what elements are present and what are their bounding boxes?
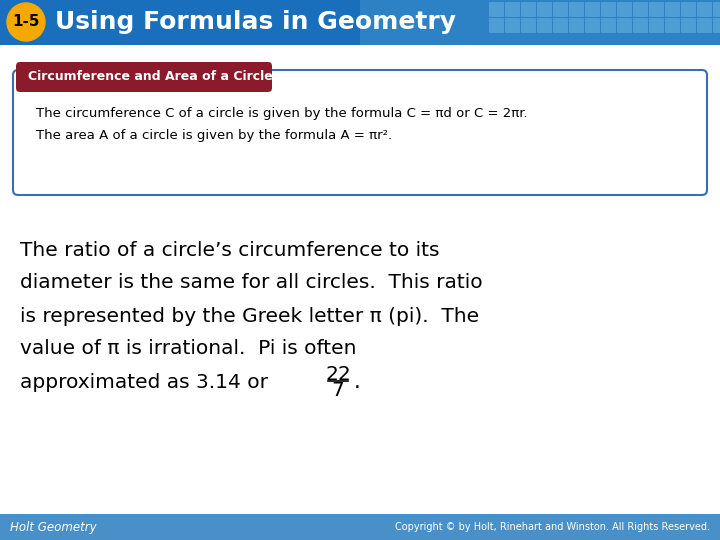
FancyBboxPatch shape (521, 2, 536, 17)
Text: Circumference and Area of a Circle: Circumference and Area of a Circle (28, 71, 273, 84)
FancyBboxPatch shape (505, 2, 520, 17)
Circle shape (7, 3, 45, 41)
FancyBboxPatch shape (697, 18, 712, 33)
Text: 7: 7 (332, 381, 344, 400)
FancyBboxPatch shape (601, 2, 616, 17)
Text: Using Formulas in Geometry: Using Formulas in Geometry (55, 10, 456, 34)
FancyBboxPatch shape (505, 18, 520, 33)
Text: is represented by the Greek letter π (pi).  The: is represented by the Greek letter π (pi… (20, 307, 479, 326)
Text: diameter is the same for all circles.  This ratio: diameter is the same for all circles. Th… (20, 273, 482, 293)
FancyBboxPatch shape (569, 2, 584, 17)
Text: The ratio of a circle’s circumference to its: The ratio of a circle’s circumference to… (20, 240, 439, 260)
FancyBboxPatch shape (537, 2, 552, 17)
FancyBboxPatch shape (601, 18, 616, 33)
Text: The circumference C of a circle is given by the formula C = πd or C = 2πr.: The circumference C of a circle is given… (36, 106, 528, 119)
Text: .: . (354, 372, 361, 392)
Text: 1-5: 1-5 (12, 15, 40, 30)
FancyBboxPatch shape (553, 18, 568, 33)
FancyBboxPatch shape (633, 2, 648, 17)
FancyBboxPatch shape (569, 18, 584, 33)
FancyBboxPatch shape (713, 2, 720, 17)
FancyBboxPatch shape (713, 18, 720, 33)
FancyBboxPatch shape (585, 18, 600, 33)
FancyBboxPatch shape (521, 18, 536, 33)
FancyBboxPatch shape (649, 18, 664, 33)
Bar (360, 0, 720, 45)
FancyBboxPatch shape (537, 18, 552, 33)
FancyBboxPatch shape (665, 2, 680, 17)
FancyBboxPatch shape (633, 18, 648, 33)
Text: Copyright © by Holt, Rinehart and Winston. All Rights Reserved.: Copyright © by Holt, Rinehart and Winsto… (395, 522, 710, 532)
FancyBboxPatch shape (489, 2, 504, 17)
Text: Holt Geometry: Holt Geometry (10, 521, 96, 534)
FancyBboxPatch shape (13, 70, 707, 195)
FancyBboxPatch shape (665, 18, 680, 33)
FancyBboxPatch shape (553, 2, 568, 17)
Bar (0, 514, 720, 540)
FancyBboxPatch shape (649, 2, 664, 17)
FancyBboxPatch shape (617, 18, 632, 33)
FancyBboxPatch shape (697, 2, 712, 17)
FancyBboxPatch shape (489, 18, 504, 33)
Bar (0, 0, 720, 45)
Text: approximated as 3.14 or: approximated as 3.14 or (20, 373, 268, 392)
FancyBboxPatch shape (681, 18, 696, 33)
Text: The area A of a circle is given by the formula A = πr².: The area A of a circle is given by the f… (36, 129, 392, 141)
FancyBboxPatch shape (16, 62, 272, 92)
FancyBboxPatch shape (585, 2, 600, 17)
Text: 22: 22 (325, 364, 351, 383)
Text: value of π is irrational.  Pi is often: value of π is irrational. Pi is often (20, 340, 356, 359)
FancyBboxPatch shape (617, 2, 632, 17)
FancyBboxPatch shape (681, 2, 696, 17)
